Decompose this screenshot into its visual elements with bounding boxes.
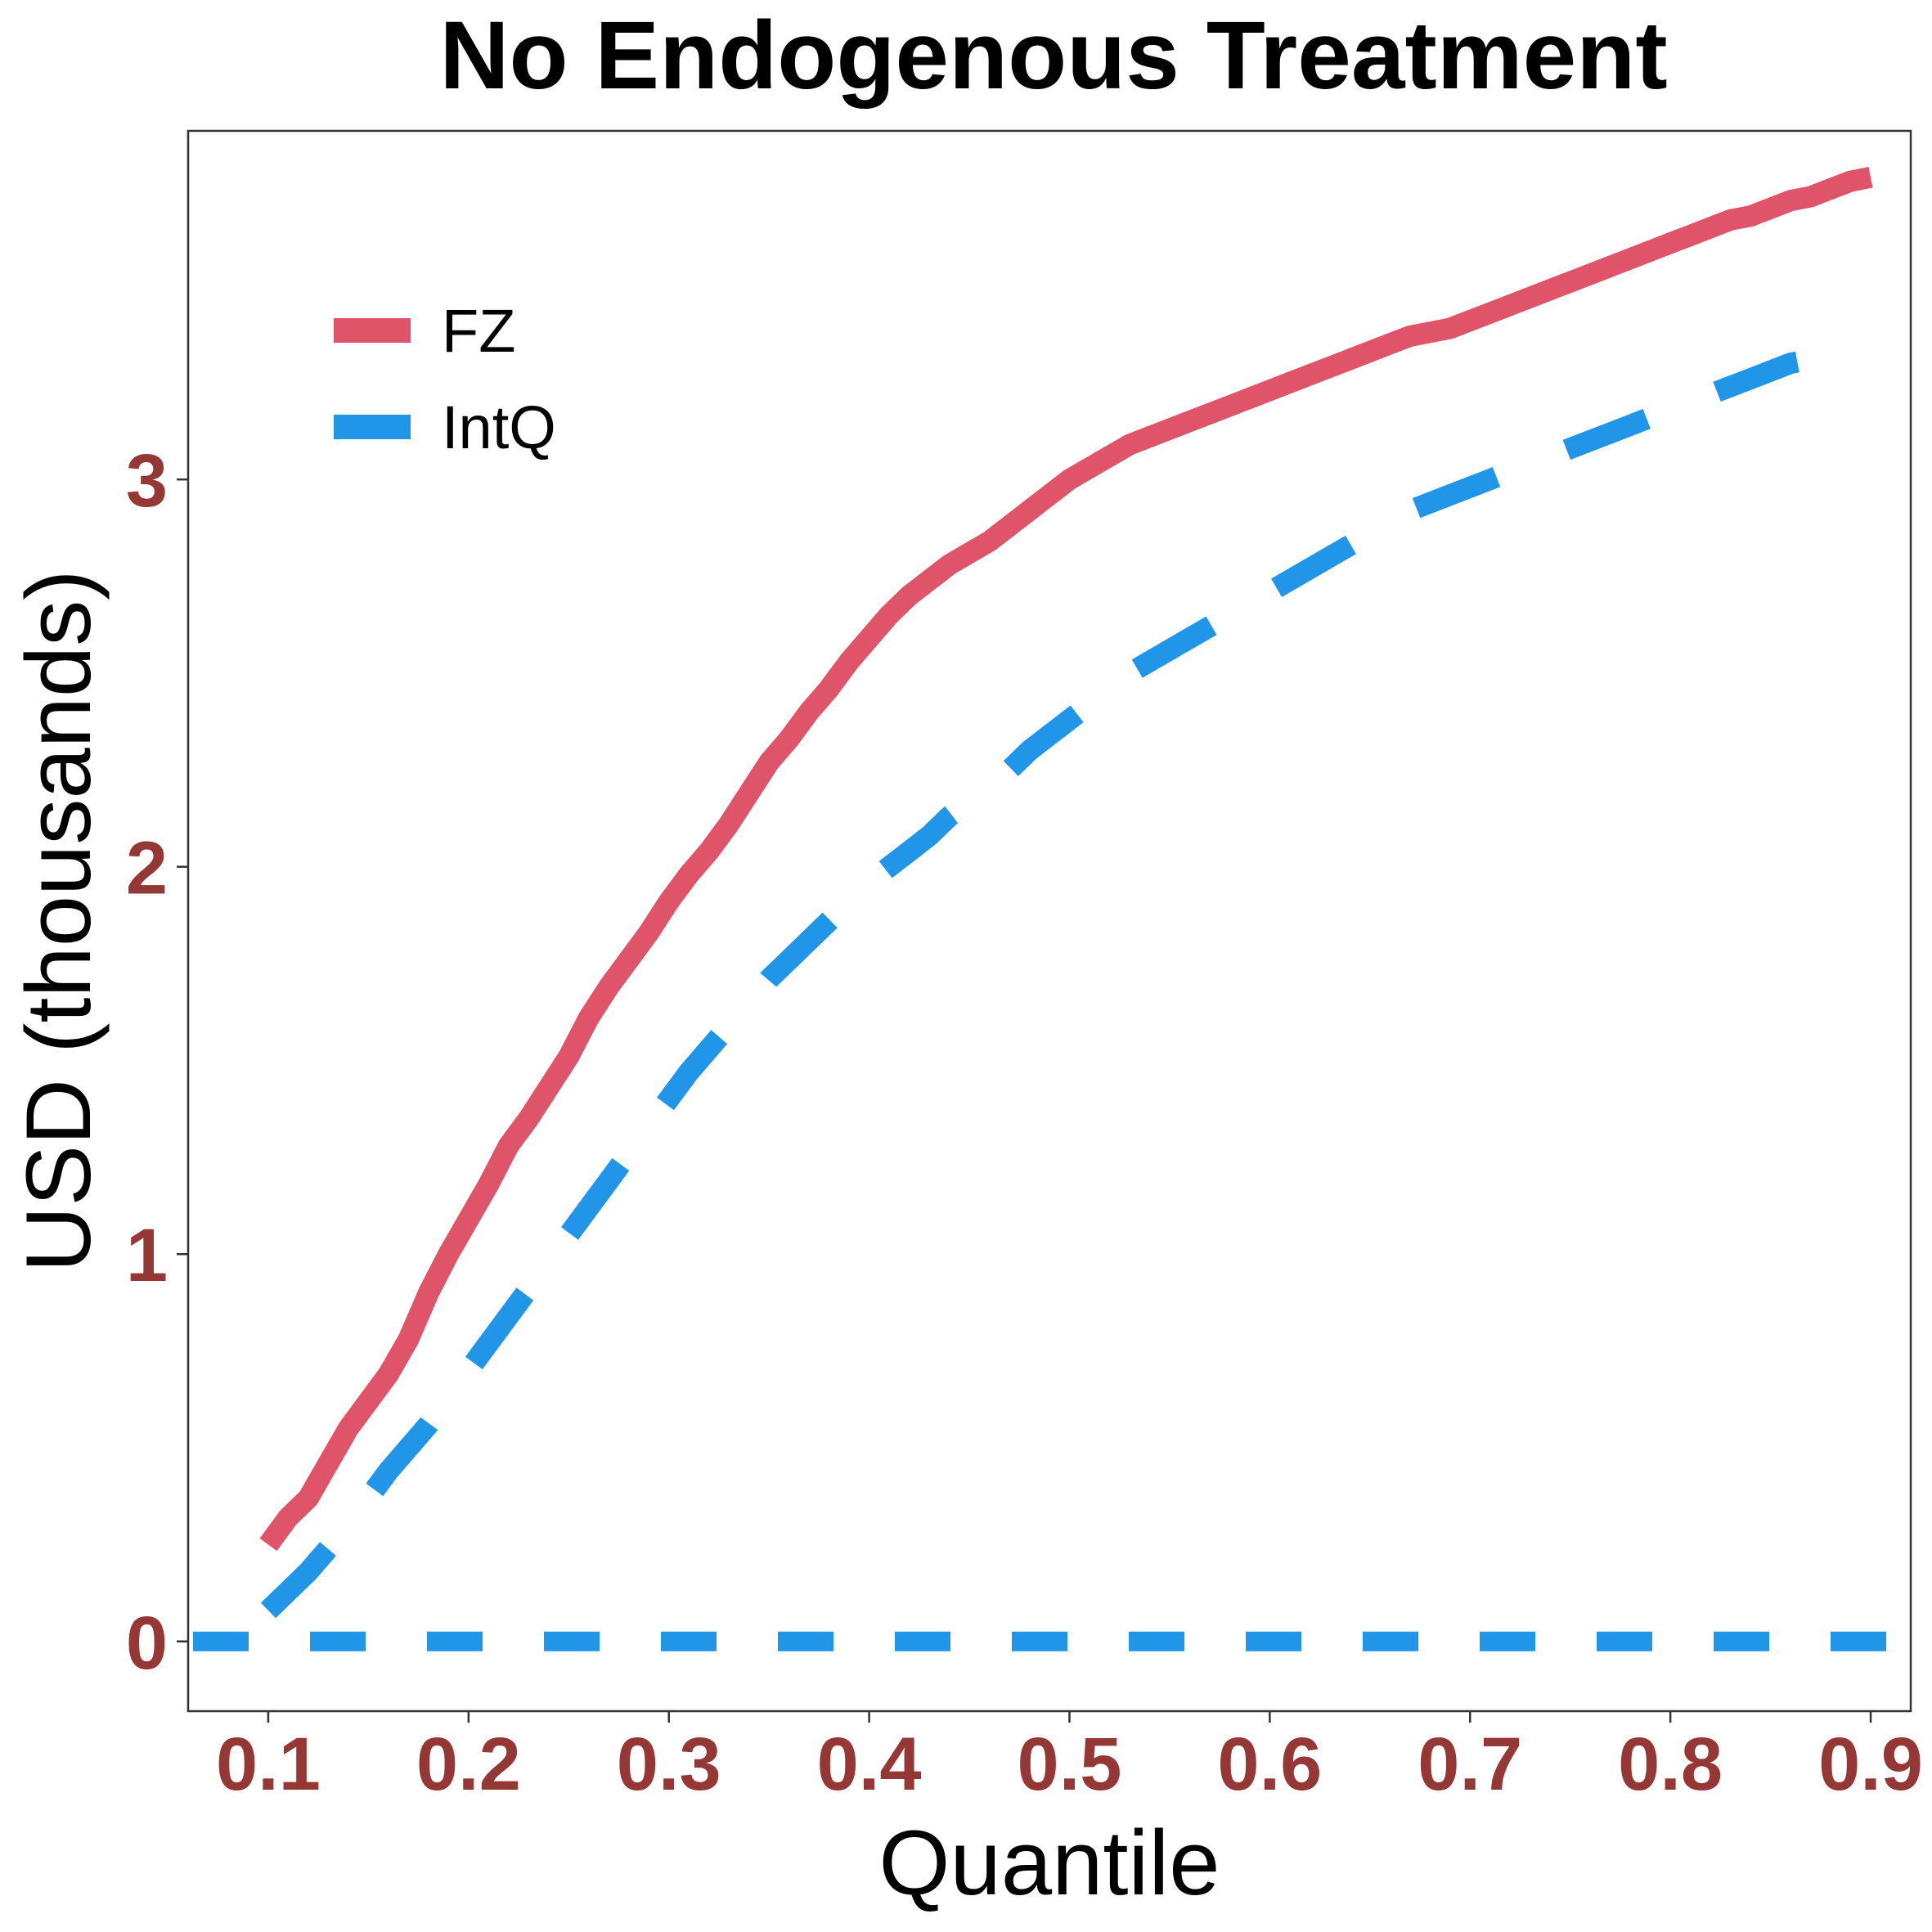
legend: FZ IntQ	[334, 297, 556, 461]
x-axis-title: Quantile	[878, 1812, 1220, 1914]
y-tick-label: 3	[126, 439, 168, 523]
axes: 0.1 0.2 0.3 0.4 0.5 0.6 0.7 0.8 0.9 0 1 2 3	[126, 439, 1923, 1806]
x-tick-label: 0.2	[416, 1723, 521, 1806]
y-axis-title: USD (thousands)	[7, 569, 110, 1272]
chart-title: No Endogenous Treatment	[439, 2, 1667, 110]
x-tick-label: 0.8	[1618, 1723, 1723, 1806]
series-line-intq	[260, 337, 1873, 1619]
x-tick-label: 0.6	[1217, 1723, 1322, 1806]
y-tick-label: 2	[126, 827, 168, 910]
y-tick-label: 0	[126, 1602, 168, 1685]
x-tick-label: 0.9	[1818, 1723, 1923, 1806]
y-tick-label: 1	[126, 1214, 168, 1297]
x-tick-label: 0.5	[1018, 1723, 1122, 1806]
legend-label-intq: IntQ	[442, 393, 556, 461]
plot-border	[186, 129, 1912, 1713]
x-tick-label: 0.4	[817, 1723, 922, 1806]
legend-label-fz: FZ	[442, 297, 515, 365]
plot-area	[193, 167, 1894, 1651]
x-tick-label: 0.1	[216, 1723, 321, 1806]
x-tick-label: 0.3	[617, 1723, 721, 1806]
x-tick-label: 0.7	[1418, 1723, 1522, 1806]
series-line-fz	[259, 167, 1873, 1552]
